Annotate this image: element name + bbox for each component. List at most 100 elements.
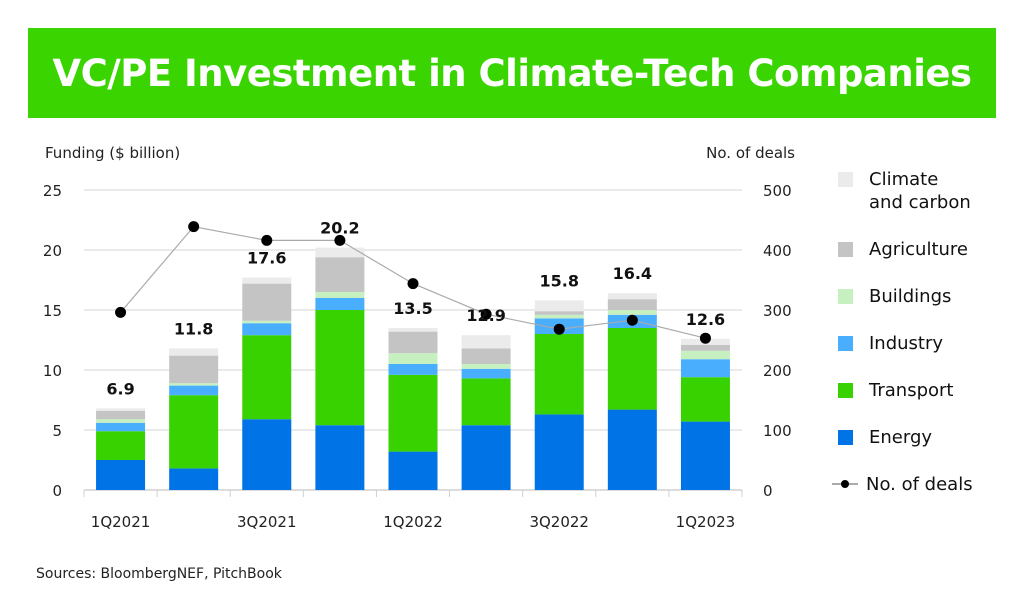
total-label: 17.6 (247, 249, 286, 268)
deals-point (407, 278, 419, 290)
x-tick-label: 3Q2022 (529, 513, 589, 531)
x-tick-label: 1Q2021 (91, 513, 151, 531)
bar-buildings (388, 353, 438, 364)
bar-climate-and-carbon (96, 408, 146, 411)
bar-transport (96, 431, 146, 460)
bar-agriculture (680, 344, 730, 351)
bar-industry (461, 368, 511, 379)
bar-agriculture (242, 283, 292, 321)
bar-climate-and-carbon (169, 348, 219, 356)
x-tick-label: 3Q2021 (237, 513, 297, 531)
y-tick-label: 25 (43, 182, 62, 200)
x-tick-label: 1Q2023 (676, 513, 736, 531)
bar-buildings (534, 314, 584, 319)
bar-transport (169, 395, 219, 469)
legend-item-transport: Transport (838, 379, 1018, 402)
total-label: 15.8 (539, 271, 578, 290)
legend-item-industry: Industry (838, 332, 1018, 355)
bar-buildings (315, 292, 365, 298)
total-label: 6.9 (106, 379, 134, 398)
y2-tick-label: 0 (763, 482, 773, 500)
bar-buildings (242, 320, 292, 324)
bar-climate-and-carbon (461, 335, 511, 349)
bar-energy (388, 451, 438, 490)
deals-point (188, 221, 200, 233)
bar-transport (315, 310, 365, 426)
deals-point (626, 314, 638, 326)
bar-energy (96, 460, 146, 490)
bar-industry (680, 359, 730, 378)
bar-agriculture (461, 348, 511, 364)
bar-buildings (169, 383, 219, 386)
deals-point (553, 323, 565, 335)
legend-label: Energy (869, 427, 933, 448)
legend-label: Transport (869, 380, 954, 401)
y2-tick-label: 300 (763, 302, 792, 320)
bar-agriculture (169, 355, 219, 384)
title-banner: VC/PE Investment in Climate-Tech Compani… (28, 28, 996, 118)
bar-buildings (96, 419, 146, 423)
bar-climate-and-carbon (534, 300, 584, 312)
legend-swatch (838, 242, 853, 257)
y-tick-label: 5 (52, 422, 62, 440)
y2-tick-label: 100 (763, 422, 792, 440)
legend-item-agriculture: Agriculture (838, 238, 1018, 261)
chart-title: VC/PE Investment in Climate-Tech Compani… (52, 51, 972, 95)
bar-energy (461, 425, 511, 490)
bar-industry (388, 364, 438, 375)
x-tick-label: 1Q2022 (383, 513, 443, 531)
bar-transport (461, 378, 511, 426)
legend-label: Agriculture (869, 239, 968, 260)
bar-buildings (607, 310, 657, 315)
legend-swatch (838, 383, 853, 398)
bar-agriculture (315, 257, 365, 292)
total-label: 12.9 (466, 306, 505, 325)
legend-label: Climate and carbon (869, 169, 971, 213)
legend-label: Buildings (869, 286, 952, 307)
total-label: 16.4 (613, 264, 652, 283)
y-tick-label: 10 (43, 362, 62, 380)
bar-agriculture (534, 311, 584, 315)
bar-agriculture (388, 331, 438, 354)
total-label: 13.5 (393, 299, 432, 318)
bar-transport (242, 335, 292, 420)
bar-energy (607, 409, 657, 490)
legend-swatch (838, 430, 853, 445)
total-label: 12.6 (686, 310, 725, 329)
bar-industry (96, 422, 146, 432)
bar-agriculture (607, 299, 657, 310)
legend-label: No. of deals (866, 474, 973, 495)
legend-item-energy: Energy (838, 426, 1018, 449)
y-tick-label: 20 (43, 242, 62, 260)
legend: Climate and carbon Agriculture Buildings … (832, 168, 1018, 520)
bar-buildings (461, 364, 511, 369)
bar-energy (534, 414, 584, 490)
y-tick-label: 0 (52, 482, 62, 500)
line-dot-icon (832, 480, 858, 488)
bar-energy (242, 419, 292, 490)
source-note: Sources: BloombergNEF, PitchBook (36, 566, 282, 582)
y2-tick-label: 500 (763, 182, 792, 200)
bar-energy (169, 468, 219, 490)
bar-buildings (680, 350, 730, 360)
bar-climate-and-carbon (242, 277, 292, 284)
bar-transport (388, 374, 438, 452)
bar-climate-and-carbon (315, 247, 365, 258)
bar-transport (680, 377, 730, 422)
legend-item-buildings: Buildings (838, 285, 1018, 308)
bar-transport (607, 328, 657, 410)
bar-energy (315, 425, 365, 490)
legend-swatch (838, 172, 853, 187)
y2-tick-label: 400 (763, 242, 792, 260)
bar-climate-and-carbon (388, 328, 438, 332)
bar-industry (315, 298, 365, 310)
legend-label: Industry (869, 333, 944, 354)
bar-industry (242, 323, 292, 336)
deals-point (334, 234, 346, 246)
legend-swatch (838, 336, 853, 351)
bar-climate-and-carbon (607, 293, 657, 300)
y2-tick-label: 200 (763, 362, 792, 380)
y2-axis-label: No. of deals (706, 144, 795, 162)
y-axis-label: Funding ($ billion) (45, 144, 180, 162)
deals-point (480, 308, 492, 320)
